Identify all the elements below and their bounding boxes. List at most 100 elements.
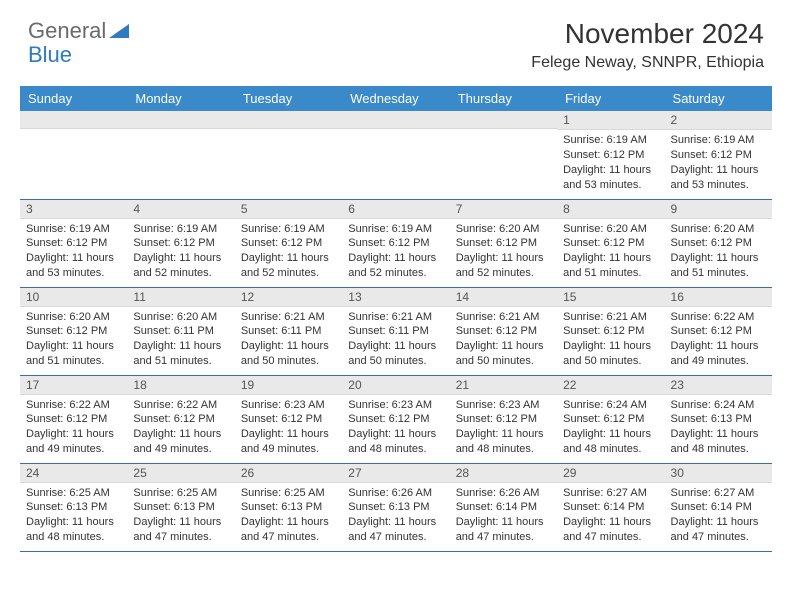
weekday-header: Sunday bbox=[20, 86, 127, 111]
calendar-cell: 6Sunrise: 6:19 AMSunset: 6:12 PMDaylight… bbox=[342, 199, 449, 287]
day-details: Sunrise: 6:19 AMSunset: 6:12 PMDaylight:… bbox=[127, 219, 234, 285]
day-details: Sunrise: 6:19 AMSunset: 6:12 PMDaylight:… bbox=[557, 130, 664, 196]
sunrise-line: Sunrise: 6:23 AM bbox=[456, 398, 551, 413]
daylight-line: Daylight: 11 hours and 47 minutes. bbox=[348, 515, 443, 545]
day-number: 5 bbox=[235, 200, 342, 219]
sunrise-line: Sunrise: 6:20 AM bbox=[26, 310, 121, 325]
calendar-cell bbox=[20, 111, 127, 199]
day-details: Sunrise: 6:20 AMSunset: 6:12 PMDaylight:… bbox=[450, 219, 557, 285]
day-number: 15 bbox=[557, 288, 664, 307]
calendar-cell: 29Sunrise: 6:27 AMSunset: 6:14 PMDayligh… bbox=[557, 463, 664, 551]
sunset-line: Sunset: 6:11 PM bbox=[348, 324, 443, 339]
day-details: Sunrise: 6:23 AMSunset: 6:12 PMDaylight:… bbox=[450, 395, 557, 461]
sunset-line: Sunset: 6:12 PM bbox=[456, 236, 551, 251]
day-number: 23 bbox=[665, 376, 772, 395]
daylight-line: Daylight: 11 hours and 49 minutes. bbox=[241, 427, 336, 457]
daylight-line: Daylight: 11 hours and 49 minutes. bbox=[133, 427, 228, 457]
sunrise-line: Sunrise: 6:25 AM bbox=[26, 486, 121, 501]
sunset-line: Sunset: 6:12 PM bbox=[26, 236, 121, 251]
day-details: Sunrise: 6:25 AMSunset: 6:13 PMDaylight:… bbox=[127, 483, 234, 549]
daylight-line: Daylight: 11 hours and 47 minutes. bbox=[456, 515, 551, 545]
sunrise-line: Sunrise: 6:27 AM bbox=[563, 486, 658, 501]
calendar-body: 1Sunrise: 6:19 AMSunset: 6:12 PMDaylight… bbox=[20, 111, 772, 551]
sunrise-line: Sunrise: 6:24 AM bbox=[671, 398, 766, 413]
daylight-line: Daylight: 11 hours and 51 minutes. bbox=[133, 339, 228, 369]
day-details: Sunrise: 6:22 AMSunset: 6:12 PMDaylight:… bbox=[20, 395, 127, 461]
calendar-cell: 21Sunrise: 6:23 AMSunset: 6:12 PMDayligh… bbox=[450, 375, 557, 463]
day-number: 22 bbox=[557, 376, 664, 395]
daylight-line: Daylight: 11 hours and 48 minutes. bbox=[26, 515, 121, 545]
sunset-line: Sunset: 6:12 PM bbox=[563, 236, 658, 251]
sunset-line: Sunset: 6:12 PM bbox=[133, 412, 228, 427]
calendar-cell: 2Sunrise: 6:19 AMSunset: 6:12 PMDaylight… bbox=[665, 111, 772, 199]
day-details: Sunrise: 6:20 AMSunset: 6:12 PMDaylight:… bbox=[20, 307, 127, 373]
sunset-line: Sunset: 6:12 PM bbox=[456, 324, 551, 339]
day-details: Sunrise: 6:27 AMSunset: 6:14 PMDaylight:… bbox=[665, 483, 772, 549]
weekday-header: Wednesday bbox=[342, 86, 449, 111]
daylight-line: Daylight: 11 hours and 47 minutes. bbox=[671, 515, 766, 545]
day-details: Sunrise: 6:20 AMSunset: 6:12 PMDaylight:… bbox=[557, 219, 664, 285]
day-details: Sunrise: 6:27 AMSunset: 6:14 PMDaylight:… bbox=[557, 483, 664, 549]
calendar-cell: 22Sunrise: 6:24 AMSunset: 6:12 PMDayligh… bbox=[557, 375, 664, 463]
daylight-line: Daylight: 11 hours and 50 minutes. bbox=[456, 339, 551, 369]
calendar-cell: 3Sunrise: 6:19 AMSunset: 6:12 PMDaylight… bbox=[20, 199, 127, 287]
day-details: Sunrise: 6:26 AMSunset: 6:14 PMDaylight:… bbox=[450, 483, 557, 549]
day-details: Sunrise: 6:20 AMSunset: 6:12 PMDaylight:… bbox=[665, 219, 772, 285]
day-number bbox=[450, 111, 557, 129]
day-number: 7 bbox=[450, 200, 557, 219]
weekday-header: Tuesday bbox=[235, 86, 342, 111]
calendar-cell: 7Sunrise: 6:20 AMSunset: 6:12 PMDaylight… bbox=[450, 199, 557, 287]
sunrise-line: Sunrise: 6:19 AM bbox=[241, 222, 336, 237]
sunset-line: Sunset: 6:13 PM bbox=[241, 500, 336, 515]
daylight-line: Daylight: 11 hours and 49 minutes. bbox=[671, 339, 766, 369]
calendar-row: 1Sunrise: 6:19 AMSunset: 6:12 PMDaylight… bbox=[20, 111, 772, 199]
day-number: 24 bbox=[20, 464, 127, 483]
sunset-line: Sunset: 6:12 PM bbox=[671, 148, 766, 163]
calendar-cell: 20Sunrise: 6:23 AMSunset: 6:12 PMDayligh… bbox=[342, 375, 449, 463]
daylight-line: Daylight: 11 hours and 49 minutes. bbox=[26, 427, 121, 457]
header: General November 2024 Felege Neway, SNNP… bbox=[0, 0, 792, 80]
calendar-row: 3Sunrise: 6:19 AMSunset: 6:12 PMDaylight… bbox=[20, 199, 772, 287]
calendar-cell: 12Sunrise: 6:21 AMSunset: 6:11 PMDayligh… bbox=[235, 287, 342, 375]
calendar-row: 10Sunrise: 6:20 AMSunset: 6:12 PMDayligh… bbox=[20, 287, 772, 375]
day-number bbox=[342, 111, 449, 129]
day-number: 1 bbox=[557, 111, 664, 130]
calendar-cell: 26Sunrise: 6:25 AMSunset: 6:13 PMDayligh… bbox=[235, 463, 342, 551]
day-details: Sunrise: 6:26 AMSunset: 6:13 PMDaylight:… bbox=[342, 483, 449, 549]
calendar-cell: 9Sunrise: 6:20 AMSunset: 6:12 PMDaylight… bbox=[665, 199, 772, 287]
day-details: Sunrise: 6:19 AMSunset: 6:12 PMDaylight:… bbox=[665, 130, 772, 196]
calendar-cell bbox=[127, 111, 234, 199]
day-details: Sunrise: 6:22 AMSunset: 6:12 PMDaylight:… bbox=[665, 307, 772, 373]
calendar-cell: 8Sunrise: 6:20 AMSunset: 6:12 PMDaylight… bbox=[557, 199, 664, 287]
day-number bbox=[127, 111, 234, 129]
calendar-cell: 1Sunrise: 6:19 AMSunset: 6:12 PMDaylight… bbox=[557, 111, 664, 199]
daylight-line: Daylight: 11 hours and 53 minutes. bbox=[563, 163, 658, 193]
calendar-cell: 19Sunrise: 6:23 AMSunset: 6:12 PMDayligh… bbox=[235, 375, 342, 463]
calendar-cell: 24 Sunrise: 6:25 AMSunset: 6:13 PMDayligh… bbox=[20, 463, 127, 551]
sunset-line: Sunset: 6:13 PM bbox=[671, 412, 766, 427]
logo-triangle-icon bbox=[109, 22, 131, 40]
daylight-line: Daylight: 11 hours and 51 minutes. bbox=[671, 251, 766, 281]
day-details: Sunrise: 6:19 AMSunset: 6:12 PMDaylight:… bbox=[342, 219, 449, 285]
calendar-table: SundayMondayTuesdayWednesdayThursdayFrid… bbox=[20, 86, 772, 552]
day-number: 12 bbox=[235, 288, 342, 307]
sunset-line: Sunset: 6:12 PM bbox=[241, 412, 336, 427]
day-number: 3 bbox=[20, 200, 127, 219]
sunset-line: Sunset: 6:12 PM bbox=[348, 236, 443, 251]
calendar-cell bbox=[342, 111, 449, 199]
sunrise-line: Sunrise: 6:19 AM bbox=[348, 222, 443, 237]
weekday-header: Monday bbox=[127, 86, 234, 111]
day-details: Sunrise: 6:19 AMSunset: 6:12 PMDaylight:… bbox=[20, 219, 127, 285]
day-details: Sunrise: 6:22 AMSunset: 6:12 PMDaylight:… bbox=[127, 395, 234, 461]
sunrise-line: Sunrise: 6:26 AM bbox=[348, 486, 443, 501]
sunrise-line: Sunrise: 6:19 AM bbox=[671, 133, 766, 148]
day-details: Sunrise: 6:21 AMSunset: 6:11 PMDaylight:… bbox=[342, 307, 449, 373]
day-number: 17 bbox=[20, 376, 127, 395]
calendar-cell: 28Sunrise: 6:26 AMSunset: 6:14 PMDayligh… bbox=[450, 463, 557, 551]
calendar-cell: 11Sunrise: 6:20 AMSunset: 6:11 PMDayligh… bbox=[127, 287, 234, 375]
daylight-line: Daylight: 11 hours and 53 minutes. bbox=[671, 163, 766, 193]
sunset-line: Sunset: 6:13 PM bbox=[26, 500, 121, 515]
sunrise-line: Sunrise: 6:27 AM bbox=[671, 486, 766, 501]
daylight-line: Daylight: 11 hours and 52 minutes. bbox=[241, 251, 336, 281]
daylight-line: Daylight: 11 hours and 48 minutes. bbox=[671, 427, 766, 457]
